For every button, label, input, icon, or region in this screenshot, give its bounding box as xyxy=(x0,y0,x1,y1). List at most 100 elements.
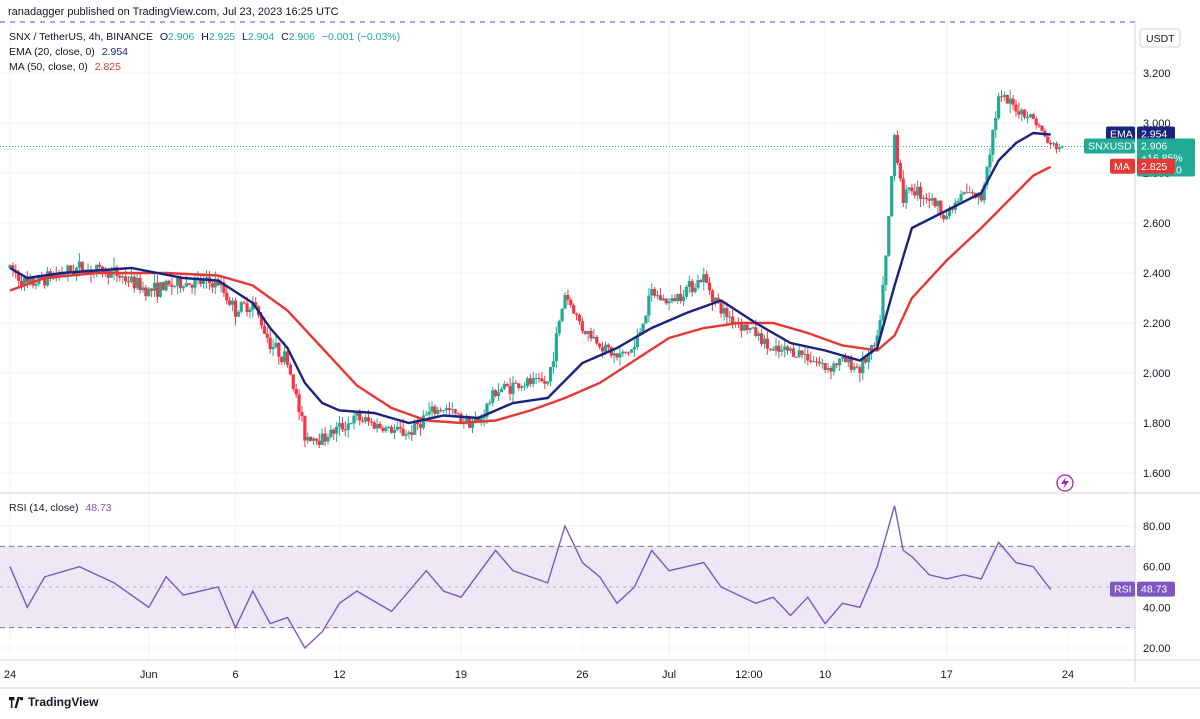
candle-body xyxy=(384,427,388,432)
candle-body xyxy=(702,274,706,283)
candle-body xyxy=(326,436,330,442)
candle-body xyxy=(363,417,368,422)
rsi-legend[interactable]: RSI (14, close) 48.73 xyxy=(9,502,112,514)
candle-body xyxy=(294,388,298,395)
time-tick-label: 24 xyxy=(1062,669,1074,681)
candle-body xyxy=(548,367,553,382)
candle-body xyxy=(450,409,454,411)
rsi-band-lines xyxy=(0,545,1135,629)
ohlc-c-label: C xyxy=(281,31,289,43)
candle-body xyxy=(1028,114,1033,118)
candle-body xyxy=(933,198,937,207)
symbol-legend[interactable]: SNX / TetherUS, 4h, BINANCE O2.906 H2.92… xyxy=(9,31,400,43)
candle-body xyxy=(444,408,449,411)
candle-body xyxy=(28,277,32,283)
candle-body xyxy=(794,356,798,358)
ohlc-o-label: O xyxy=(159,31,169,43)
candle-body xyxy=(658,295,663,301)
candle-body xyxy=(378,423,382,428)
candle-body xyxy=(184,283,188,287)
tradingview-brand[interactable]: TradingView xyxy=(8,695,98,709)
candle-body xyxy=(985,167,989,185)
time-tick-label: 26 xyxy=(576,669,588,681)
candle-body xyxy=(924,197,928,200)
candle-body xyxy=(228,300,232,305)
candle-body xyxy=(982,184,986,201)
candle-body xyxy=(343,429,347,431)
candle-body xyxy=(456,413,460,415)
ema-series-line xyxy=(9,131,1051,425)
candle-body xyxy=(739,324,743,331)
candle-body xyxy=(225,292,229,301)
candle-body xyxy=(323,433,327,442)
rsi-tick-label: 60.00 xyxy=(1143,562,1171,574)
candle-body xyxy=(832,363,836,372)
candle-body xyxy=(676,293,680,302)
price-badge-label-bg xyxy=(1084,138,1135,154)
candle-body xyxy=(453,409,457,414)
candle-body xyxy=(511,382,515,394)
candle-body xyxy=(265,333,269,338)
candle-body xyxy=(855,366,859,368)
candle-body xyxy=(632,347,636,350)
tradingview-logo-icon xyxy=(8,697,24,709)
candle-body xyxy=(242,302,246,304)
candle-body xyxy=(1008,98,1012,104)
rsi-badge-label-bg xyxy=(1110,581,1135,597)
candle-body xyxy=(283,351,287,363)
candle-body xyxy=(840,357,845,359)
rsi-legend-value: 48.73 xyxy=(85,502,112,514)
candle-body xyxy=(797,350,801,357)
ema-legend[interactable]: EMA (20, close, 0) 2.954 xyxy=(9,46,128,58)
candle-body xyxy=(141,287,145,290)
candle-body xyxy=(918,186,923,199)
time-tick-label: Jun xyxy=(140,669,158,681)
candle-body xyxy=(291,374,295,389)
lightning-icon[interactable] xyxy=(1056,474,1074,492)
candle-body xyxy=(427,411,431,415)
candle-body xyxy=(517,383,521,388)
candle-body xyxy=(447,408,451,410)
candle-body xyxy=(543,381,547,384)
candle-body xyxy=(502,383,506,390)
ma-legend[interactable]: MA (50, close, 0) 2.825 xyxy=(9,61,121,73)
candle-body xyxy=(997,96,1001,119)
candle-body xyxy=(335,426,339,434)
candle-body xyxy=(774,345,778,351)
candle-body xyxy=(132,276,136,289)
candle-body xyxy=(401,428,405,436)
candle-body xyxy=(77,261,81,268)
candle-body xyxy=(1057,147,1061,150)
axis-badges: EMA2.954SNXUSDT2.906+16.85%03:34:10MA2.8… xyxy=(1084,126,1195,597)
candle-body xyxy=(121,276,125,278)
candle-body xyxy=(878,320,882,336)
ema-legend-label: EMA (20, close, 0) xyxy=(9,46,95,58)
price-tick-label: 1.800 xyxy=(1143,418,1171,430)
candle-body xyxy=(947,208,952,217)
candle-body xyxy=(355,412,359,416)
time-tick-label: Jul xyxy=(662,669,676,681)
candle-body xyxy=(759,333,764,345)
candle-body xyxy=(907,187,911,190)
candle-body xyxy=(158,282,162,297)
candle-body xyxy=(942,215,946,220)
candle-body xyxy=(1005,94,1009,104)
candle-body xyxy=(277,342,281,357)
candle-body xyxy=(979,192,983,201)
price-tick-label: 3.200 xyxy=(1143,68,1171,80)
candle-body xyxy=(554,333,558,362)
candle-body xyxy=(254,302,258,307)
candle-body xyxy=(950,208,954,210)
candle-body xyxy=(118,275,122,278)
candle-body xyxy=(627,352,631,354)
candle-body xyxy=(580,321,584,332)
candle-body xyxy=(927,199,931,201)
candle-body xyxy=(598,343,602,348)
candle-body xyxy=(271,347,275,350)
candle-body xyxy=(210,283,214,288)
candle-body xyxy=(930,198,934,201)
time-tick-label: 12 xyxy=(333,669,345,681)
candle-body xyxy=(19,280,24,287)
candle-body xyxy=(843,357,848,363)
